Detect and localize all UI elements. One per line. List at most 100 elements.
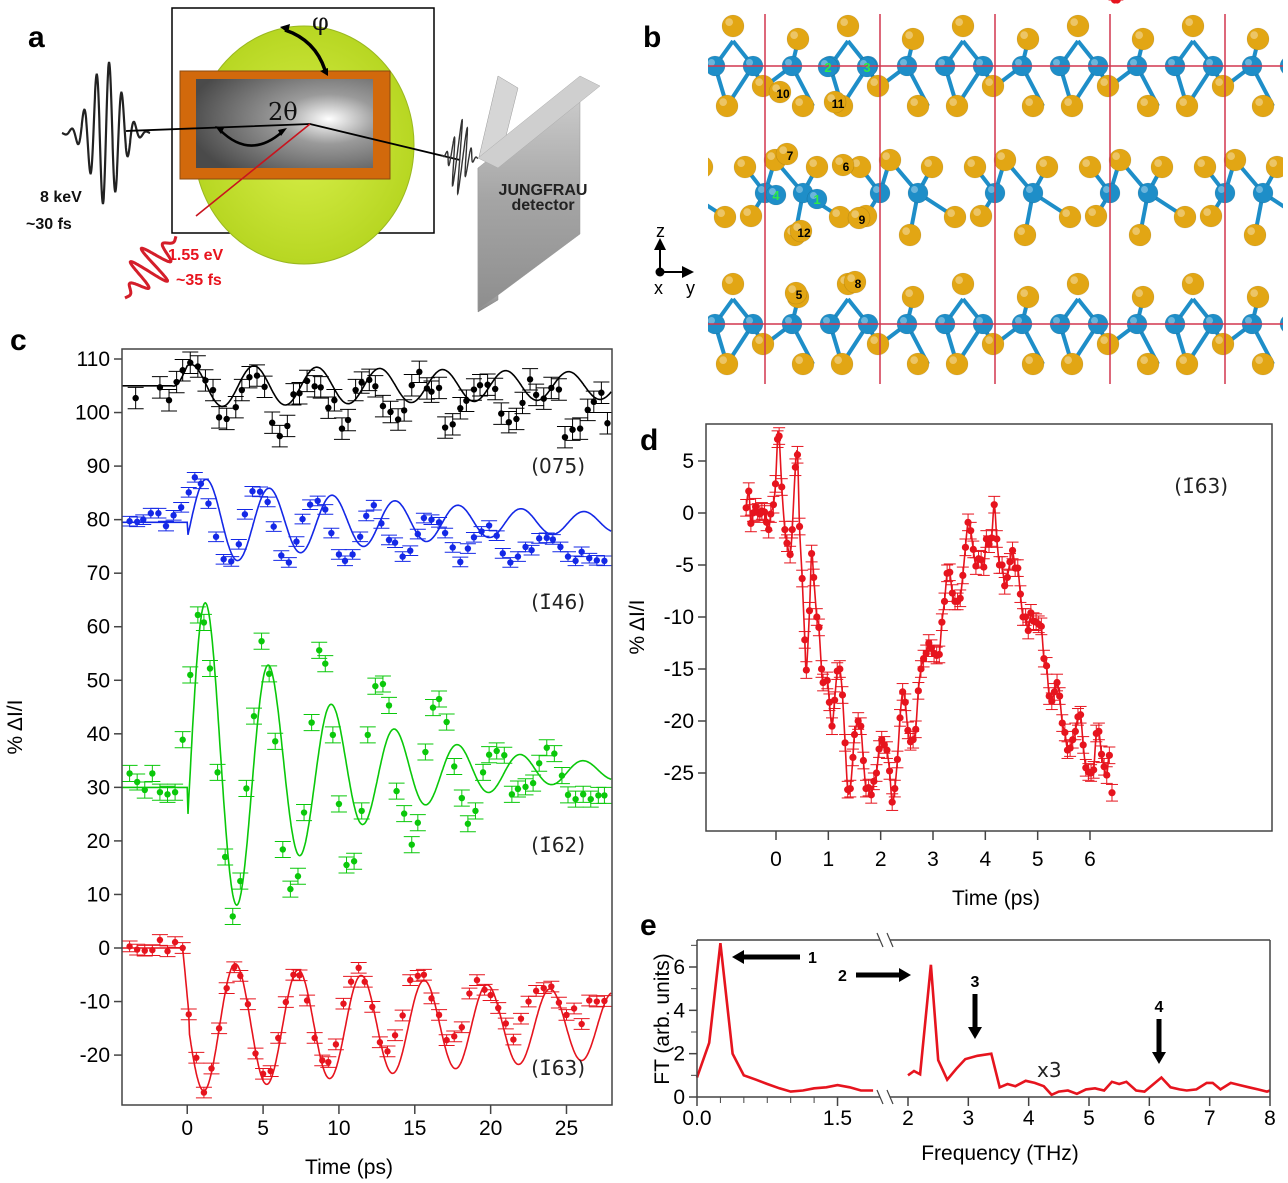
data-point <box>823 676 831 685</box>
y-tick-label: 0 <box>673 1086 685 1109</box>
chalcogen-atom <box>1173 205 1197 229</box>
x-tick-label: 1.5 <box>823 1107 852 1130</box>
data-point <box>867 791 875 799</box>
panel-label-d: d <box>640 424 658 457</box>
chalcogen-atom <box>649 149 671 171</box>
data-point <box>306 501 314 508</box>
chalcogen-atom <box>721 14 745 38</box>
chalcogen-atom <box>1243 223 1267 247</box>
chalcogen-atom <box>1211 74 1235 98</box>
metal-atom-highlight <box>1206 317 1213 324</box>
data-point <box>212 533 220 540</box>
data-point <box>200 619 208 626</box>
data-point <box>859 756 867 765</box>
metal-atom <box>1022 182 1044 204</box>
metal-atom-highlight <box>1168 317 1175 324</box>
data-point <box>141 947 148 954</box>
series-0 <box>122 351 612 449</box>
chalcogen-atom <box>607 15 629 37</box>
data-point <box>133 518 141 525</box>
labeled-chalcogen-atom <box>789 219 813 243</box>
data-point <box>177 504 185 511</box>
metal-atom-highlight <box>785 59 792 66</box>
labeled-chalcogen-atom <box>831 153 855 177</box>
data-point <box>569 426 576 433</box>
data-point <box>435 1011 443 1019</box>
chalcogen-atom-highlight <box>1112 152 1120 160</box>
chalcogen-atom-highlight <box>1215 78 1223 86</box>
data-point <box>451 1033 458 1040</box>
chart-d-annotation: (1̄63) <box>1174 474 1228 498</box>
data-point <box>507 559 514 566</box>
data-point <box>977 556 985 564</box>
axes-indicator: z x y <box>654 221 695 298</box>
chalcogen-atom-highlight <box>622 159 630 167</box>
chalcogen-atom-highlight <box>1135 31 1143 39</box>
chalcogen-atom-highlight <box>675 31 683 39</box>
data-point <box>578 548 585 555</box>
labeled-chalcogen-atom <box>843 270 867 294</box>
chalcogen-atom <box>715 94 739 118</box>
data-point <box>563 1011 570 1019</box>
y-tick-label: -25 <box>664 762 694 785</box>
chart-d-plot-area <box>740 0 1124 811</box>
data-point <box>317 384 324 391</box>
data-point <box>449 544 456 551</box>
chalcogen-atom <box>1265 155 1283 179</box>
metal-atom-highlight <box>593 59 600 66</box>
chalcogen-atom <box>830 352 854 376</box>
data-point <box>265 670 273 678</box>
data-point <box>296 390 303 397</box>
chalcogen-atom <box>951 272 975 296</box>
data-point <box>173 378 180 386</box>
x-tick-label: 5 <box>257 1117 269 1140</box>
chalcogen-atom <box>969 204 993 228</box>
data-point <box>590 398 597 406</box>
chalcogen-atom-highlight <box>949 356 958 364</box>
metal-atom-highlight <box>1245 59 1252 66</box>
chalcogen-atom-highlight <box>1140 98 1148 106</box>
bond <box>612 66 638 106</box>
data-point <box>771 480 780 488</box>
data-point <box>156 384 164 391</box>
metal-atom-highlight <box>1103 186 1110 193</box>
data-point <box>765 526 773 534</box>
data-point <box>872 769 881 777</box>
labeled-metal-atom <box>806 188 828 210</box>
metal-atom-highlight <box>1026 186 1033 193</box>
data-point <box>316 647 323 654</box>
data-point <box>220 556 227 563</box>
chalcogen-atom-highlight <box>997 152 1006 160</box>
chalcogen-atom <box>601 95 623 117</box>
data-point <box>449 421 456 428</box>
data-point <box>961 543 970 551</box>
data-point <box>551 750 558 757</box>
data-point <box>1008 546 1017 555</box>
y-tick-label: 40 <box>87 723 110 746</box>
laser-beam-path <box>195 123 311 217</box>
laser-duration-label: ~35 fs <box>176 272 222 289</box>
y-tick-label: 80 <box>87 509 110 532</box>
chalcogen-atom <box>866 332 890 356</box>
data-point <box>548 983 555 990</box>
chalcogen-atom <box>866 74 890 98</box>
peak-3-arrow-icon-head <box>968 1027 982 1039</box>
atom-label: 11 <box>832 97 845 111</box>
data-point <box>508 791 516 798</box>
series-2 <box>122 601 612 925</box>
chalcogen-atom <box>791 352 815 376</box>
bond <box>638 66 648 88</box>
chalcogen-atom <box>898 223 922 247</box>
data-point <box>228 558 235 565</box>
data-point <box>328 529 335 537</box>
chalcogen-atom <box>906 94 930 118</box>
atom-label-green: 1 <box>813 192 820 207</box>
x-axis-label: x <box>654 278 663 298</box>
chalcogen-atom-highlight <box>1154 159 1162 167</box>
chalcogen-atom <box>625 205 647 227</box>
chalcogen-atom-highlight <box>672 227 680 235</box>
data-point <box>208 1065 215 1072</box>
metal-atom-highlight <box>1218 186 1225 193</box>
data-point <box>793 451 802 459</box>
data-point <box>272 738 279 745</box>
